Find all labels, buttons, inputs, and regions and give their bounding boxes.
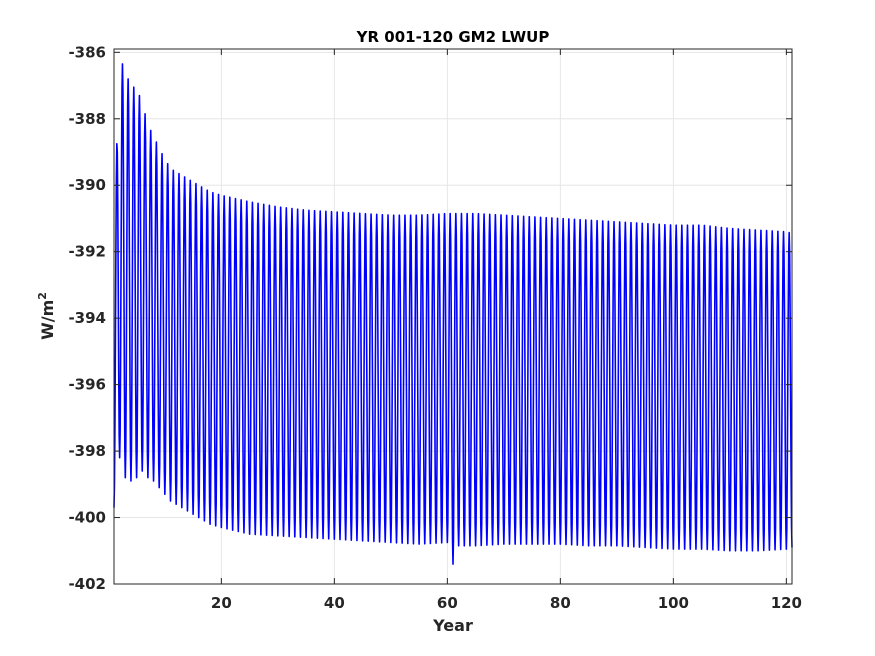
y-tick-label: -402 [68,575,106,593]
x-tick-label: 100 [658,594,689,612]
ticks: 20 40 60 80 100 120 -386 -388 -390 -392 -394 -396 -3… [68,43,802,612]
x-axis-label: Year [432,616,473,635]
x-tick-label: 60 [437,594,458,612]
series-layer [113,63,793,565]
y-axis-label-superscript: 2 [36,292,49,300]
plot-frame [113,48,793,585]
y-tick-label: -386 [68,43,106,61]
y-tick-label: -394 [68,309,106,327]
x-tick-label: 120 [771,594,802,612]
x-tick-label: 40 [324,594,345,612]
y-axis-label: W/m2 [36,292,57,340]
y-tick-label: -388 [68,110,106,128]
x-tick-label: 80 [550,594,571,612]
y-tick-label: -390 [68,176,106,194]
y-axis-label-main: W/m [38,300,57,340]
chart-title: YR 001-120 GM2 LWUP [356,28,550,46]
y-tick-label: -400 [68,509,106,527]
y-tick-label: -392 [68,243,106,261]
series-line [113,63,793,565]
y-tick-label: -396 [68,376,106,394]
y-tick-label: -398 [68,442,106,460]
x-tick-label: 20 [211,594,232,612]
